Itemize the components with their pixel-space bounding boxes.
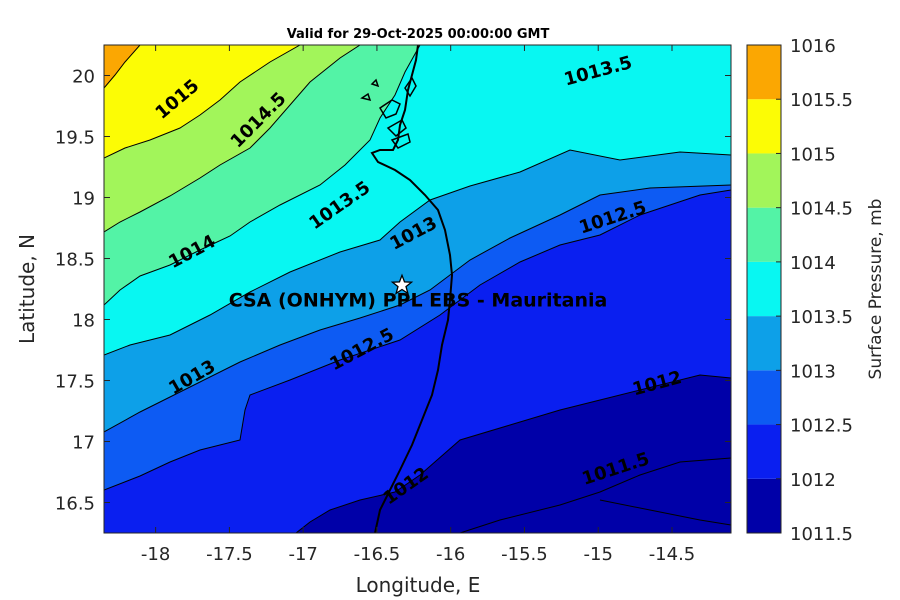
x-axis-label: Longitude, E bbox=[356, 573, 481, 597]
contour-line bbox=[104, 45, 421, 306]
contour-line bbox=[104, 45, 361, 233]
x-tick-label: -14.5 bbox=[649, 544, 696, 565]
band-1015 bbox=[104, 45, 300, 158]
x-tick-label: -16 bbox=[436, 544, 465, 565]
contour-line bbox=[295, 374, 731, 533]
plot-title: Valid for 29-Oct-2025 00:00:00 GMT bbox=[287, 27, 550, 42]
x-tick-label: -17.5 bbox=[206, 544, 253, 565]
star-icon bbox=[390, 273, 414, 295]
colorbar-tick-label: 1013.5 bbox=[790, 307, 853, 328]
colorbar-tick-label: 1012 bbox=[790, 470, 836, 491]
colorbar-band bbox=[747, 424, 781, 479]
x-tick-label: -15 bbox=[584, 544, 613, 565]
y-tick-label: 16.5 bbox=[55, 494, 95, 515]
contour-line bbox=[599, 499, 731, 526]
station-marker-group: CSA (ONHYM) PPL EBS - Mauritania bbox=[229, 273, 608, 311]
colorbar-band bbox=[747, 99, 781, 154]
colorbar-tick-label: 1014 bbox=[790, 253, 836, 274]
contour-line bbox=[104, 45, 301, 159]
colorbar: 1011.5 1012 1012.5 1013 1013.5 1014 1014.5 1015… bbox=[746, 36, 853, 545]
y-tick-label: 17 bbox=[72, 433, 95, 454]
colorbar-band bbox=[747, 207, 781, 262]
station-name: CSA (ONHYM) PPL EBS - Mauritania bbox=[229, 289, 608, 311]
contour-line bbox=[104, 45, 141, 89]
contour-line bbox=[104, 189, 731, 491]
colorbar-label: Surface Pressure, mb bbox=[866, 199, 886, 380]
contour-line bbox=[459, 457, 731, 533]
y-axis-ticks: 16.5 17 17.5 18 18.5 19 19.5 20 bbox=[55, 67, 731, 515]
contour-line bbox=[104, 149, 731, 356]
coastline-islands bbox=[360, 76, 417, 149]
y-tick-label: 19.5 bbox=[55, 128, 95, 149]
colorbar-tick-label: 1014.5 bbox=[790, 199, 853, 220]
colorbar-tick-label: 1012.5 bbox=[790, 416, 853, 437]
colorbar-tick-label: 1013 bbox=[790, 361, 836, 382]
colorbar-band bbox=[747, 478, 781, 533]
y-axis-label: Latitude, N bbox=[15, 234, 39, 344]
band-1011-5 bbox=[296, 375, 731, 533]
colorbar-band bbox=[747, 316, 781, 371]
x-axis-ticks: -18 -17.5 -17 -16.5 -16 -15.5 -15 -14.5 bbox=[141, 45, 695, 565]
colorbar-band bbox=[747, 261, 781, 317]
x-tick-label: -17 bbox=[288, 544, 317, 565]
colorbar-tick-label: 1015.5 bbox=[790, 90, 853, 111]
y-tick-label: 19 bbox=[72, 189, 95, 210]
y-tick-label: 18 bbox=[72, 311, 95, 332]
colorbar-tick-label: 1016 bbox=[790, 36, 836, 57]
x-tick-label: -18 bbox=[141, 544, 170, 565]
colorbar-band bbox=[747, 370, 781, 425]
y-tick-label: 18.5 bbox=[55, 250, 95, 271]
x-tick-label: -15.5 bbox=[501, 544, 548, 565]
colorbar-band bbox=[747, 153, 781, 208]
y-tick-label: 20 bbox=[72, 67, 95, 88]
colorbar-tick-label: 1011.5 bbox=[790, 524, 853, 545]
x-tick-label: -16.5 bbox=[354, 544, 401, 565]
pressure-contour-field bbox=[104, 45, 731, 533]
plot-frame bbox=[103, 44, 732, 534]
colorbar-tick-label: 1015 bbox=[790, 144, 836, 165]
colorbar-band bbox=[747, 45, 781, 100]
y-tick-label: 17.5 bbox=[55, 372, 95, 393]
contour-line bbox=[104, 184, 731, 433]
colorbar-frame bbox=[746, 44, 782, 534]
